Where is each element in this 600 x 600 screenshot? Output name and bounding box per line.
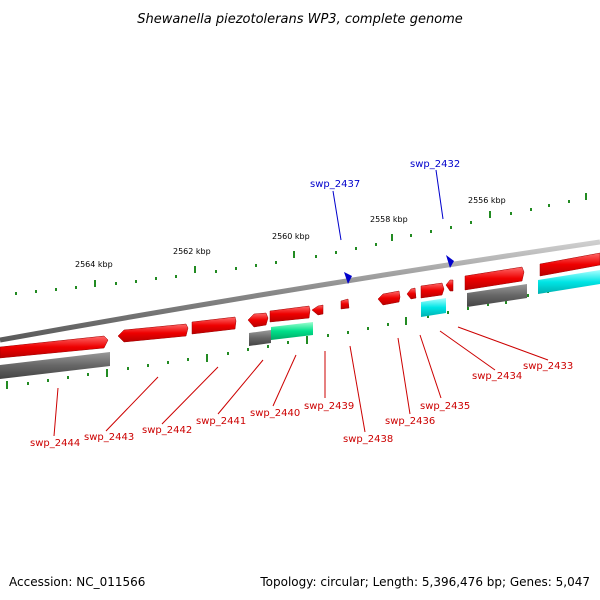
cds-feature-4 [421, 298, 446, 317]
scale-label-2562: 2562 kbp [173, 247, 211, 256]
cds-feature-2 [249, 330, 271, 346]
cds-feature-5 [467, 284, 527, 307]
gene-label-swp-2438: swp_2438 [343, 434, 393, 445]
gene-label-swp-2433: swp_2433 [523, 361, 573, 372]
gene-label-swp-2441: swp_2441 [196, 416, 246, 427]
gene-label-swp-2443: swp_2443 [84, 432, 134, 443]
map-title: Shewanella piezotolerans WP3, complete g… [137, 12, 463, 27]
accession-text: Accession: NC_011566 [9, 575, 145, 589]
callout-lines-red [53, 326, 549, 437]
scale-dots-inner [6, 282, 589, 389]
scale-label-2560: 2560 kbp [272, 232, 310, 241]
gene-label-swp-2444: swp_2444 [30, 438, 80, 449]
gene-label-swp-2442: swp_2442 [142, 425, 192, 436]
gene-label-swp-2437: swp_2437 [310, 179, 360, 190]
genome-backbone [0, 239, 600, 343]
cds-feature-6 [538, 270, 600, 294]
callout-lines-blue [332, 169, 444, 241]
gene-label-swp-2435: swp_2435 [420, 401, 470, 412]
cds-feature-1 [0, 352, 110, 379]
scale-label-2564: 2564 kbp [75, 260, 113, 269]
scale-label-2558: 2558 kbp [370, 215, 408, 224]
cds-feature-3 [271, 322, 313, 340]
gene-label-swp-2436: swp_2436 [385, 416, 435, 427]
gene-swp-2432-feature [446, 255, 454, 268]
scale-label-2556: 2556 kbp [468, 196, 506, 205]
genome-summary-text: Topology: circular; Length: 5,396,476 bp… [259, 575, 590, 589]
gene-label-swp-2439: swp_2439 [304, 401, 354, 412]
gene-swp-2437-feature [344, 272, 352, 284]
scale-dots-outer [15, 193, 587, 295]
gene-label-swp-2432: swp_2432 [410, 159, 460, 170]
genes-upper-row [0, 252, 600, 359]
gene-label-swp-2434: swp_2434 [472, 371, 522, 382]
gene-label-swp-2440: swp_2440 [250, 408, 300, 419]
